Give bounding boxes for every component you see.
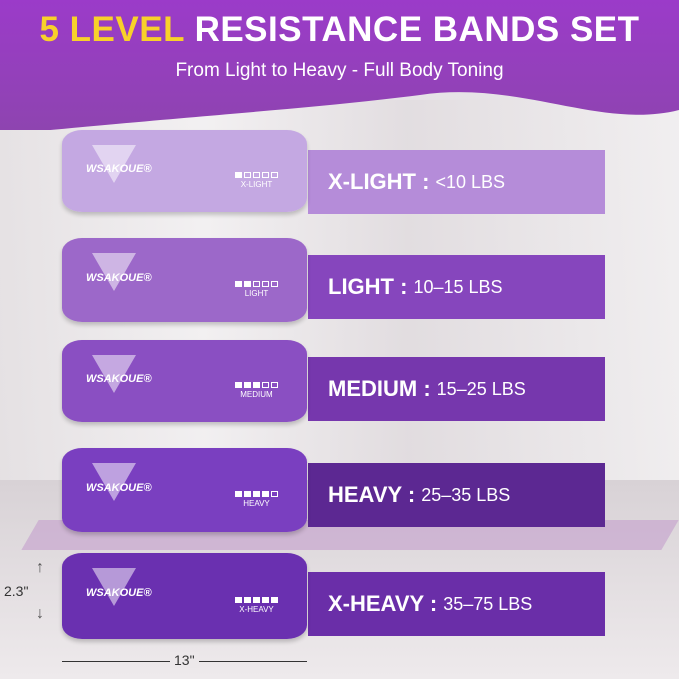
arrow-up-icon: ↑: [36, 559, 44, 576]
logo-triangle-icon: [92, 253, 136, 292]
level-range: 15–25 LBS: [436, 378, 526, 399]
level-label: X-HEAVY :35–75 LBS: [308, 572, 605, 636]
level-label: MEDIUM :15–25 LBS: [308, 357, 605, 421]
level-range: 35–75 LBS: [443, 593, 533, 614]
level-name: HEAVY :: [328, 482, 416, 507]
level-square: [235, 597, 242, 603]
resistance-band: WSAKOUE® MEDIUM: [62, 340, 307, 422]
band-level-text: X-HEAVY: [239, 605, 274, 614]
level-square: [235, 491, 242, 497]
logo-triangle-icon: [92, 144, 136, 183]
band-level-indicator: X-HEAVY: [234, 596, 279, 614]
level-name: X-LIGHT :: [328, 169, 430, 194]
level-square: [271, 382, 278, 388]
page-title: 5 LEVEL RESISTANCE BANDS SET: [39, 10, 640, 49]
level-square: [244, 382, 251, 388]
brand-logo: WSAKOUE®: [86, 271, 152, 284]
resistance-band: WSAKOUE® HEAVY: [62, 448, 307, 532]
band-level-text: HEAVY: [243, 499, 270, 508]
band-level-indicator: MEDIUM: [234, 381, 279, 399]
level-square: [244, 172, 251, 178]
level-square: [253, 281, 260, 287]
level-square: [244, 281, 251, 287]
brand-logo: WSAKOUE®: [86, 587, 152, 600]
level-label: HEAVY :25–35 LBS: [308, 463, 605, 527]
resistance-band: WSAKOUE® X-LIGHT: [62, 130, 307, 212]
level-square: [253, 382, 260, 388]
logo-triangle-icon: [92, 463, 136, 502]
arrow-down-icon: ↓: [36, 605, 44, 622]
level-range: 10–15 LBS: [413, 276, 503, 297]
band-level-indicator: HEAVY: [234, 490, 279, 508]
level-square: [253, 491, 260, 497]
band-level-indicator: LIGHT: [234, 280, 279, 298]
level-range: <10 LBS: [435, 171, 505, 192]
brand-logo: WSAKOUE®: [86, 162, 152, 175]
band-level-text: X-LIGHT: [240, 180, 273, 189]
resistance-band: WSAKOUE® X-HEAVY: [62, 553, 307, 639]
level-square: [244, 491, 251, 497]
level-square: [271, 281, 278, 287]
level-square: [271, 597, 278, 603]
level-label: X-LIGHT : <10 LBS: [308, 150, 605, 214]
level-square: [262, 172, 269, 178]
level-square: [271, 491, 278, 497]
resistance-band: WSAKOUE® LIGHT: [62, 238, 307, 322]
level-name: MEDIUM :: [328, 376, 431, 401]
height-dimension: 2.3": [4, 583, 29, 599]
level-square: [262, 491, 269, 497]
subtitle: From Light to Heavy - Full Body Toning: [175, 60, 504, 81]
level-square: [235, 382, 242, 388]
level-square: [244, 597, 251, 603]
band-level-text: LIGHT: [244, 289, 269, 298]
brand-logo: WSAKOUE®: [86, 372, 152, 385]
width-dimension: 13": [170, 652, 199, 668]
level-range: 25–35 LBS: [421, 484, 511, 505]
level-name: X-HEAVY :: [328, 591, 438, 616]
logo-triangle-icon: [92, 354, 136, 393]
level-square: [271, 172, 278, 178]
level-label: LIGHT :10–15 LBS: [308, 255, 605, 319]
level-square: [253, 172, 260, 178]
level-square: [253, 597, 260, 603]
logo-triangle-icon: [92, 568, 136, 607]
level-square: [262, 382, 269, 388]
level-square: [235, 172, 242, 178]
brand-logo: WSAKOUE®: [86, 481, 152, 494]
level-square: [235, 281, 242, 287]
band-level-text: MEDIUM: [240, 390, 273, 399]
level-square: [262, 597, 269, 603]
band-level-indicator: X-LIGHT: [234, 171, 279, 189]
level-square: [262, 281, 269, 287]
level-name: LIGHT :: [328, 274, 408, 299]
